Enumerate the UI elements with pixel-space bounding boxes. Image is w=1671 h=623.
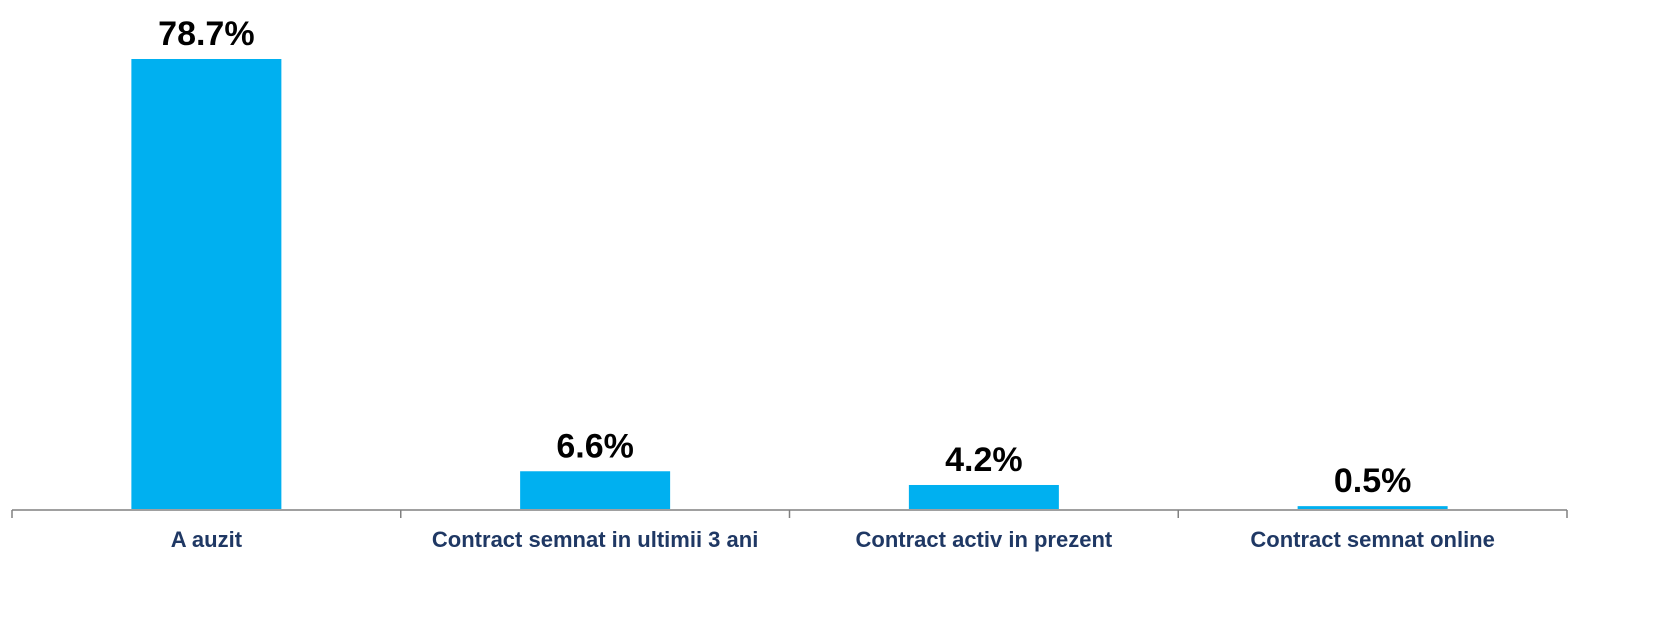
x-tick-label: Contract semnat online bbox=[1250, 527, 1495, 552]
value-label: 0.5% bbox=[1334, 462, 1412, 500]
bar bbox=[1297, 506, 1448, 509]
x-tick-label: Contract semnat in ultimii 3 ani bbox=[431, 527, 759, 552]
bar bbox=[908, 484, 1059, 509]
value-label: 4.2% bbox=[945, 441, 1023, 479]
x-tick-label: A auzit bbox=[170, 527, 243, 552]
value-label: 6.6% bbox=[556, 427, 634, 465]
bar bbox=[131, 59, 282, 509]
bar bbox=[520, 471, 671, 509]
value-label: 78.7% bbox=[158, 15, 254, 53]
x-tick-label: Contract activ in prezent bbox=[855, 527, 1113, 552]
